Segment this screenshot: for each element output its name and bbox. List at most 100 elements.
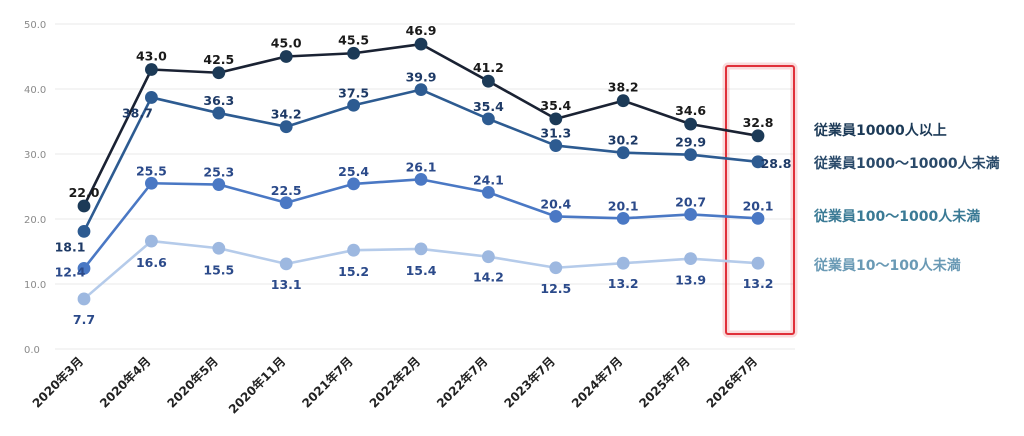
data-point: [751, 155, 765, 169]
highlight-box: [722, 62, 798, 338]
data-point: [616, 256, 630, 270]
data-point: [549, 261, 563, 275]
data-point: [684, 117, 697, 131]
x-tick-label: 2024年7月: [568, 354, 625, 411]
data-point: [751, 256, 765, 270]
x-tick-label: 2020年5月: [164, 354, 221, 411]
data-point: [751, 129, 765, 143]
legend-entry: 従業員10000人以上: [813, 122, 947, 139]
data-point: [77, 224, 91, 238]
data-label: 30.2: [608, 133, 639, 148]
data-label: 18.1: [55, 239, 86, 254]
data-point: [482, 185, 495, 199]
data-label: 20.4: [540, 196, 571, 211]
data-label: 39.9: [406, 70, 437, 85]
data-point: [347, 46, 360, 60]
y-tick-label: 50.0: [24, 20, 46, 31]
x-axis: 2020年3月 2020年4月 2020年5月 2020年11月 2021年7月 2022…: [29, 354, 760, 417]
data-label: 15.5: [203, 262, 234, 277]
data-label: 37.5: [338, 85, 369, 100]
data-point: [616, 146, 630, 160]
data-point: [684, 252, 697, 266]
data-point: [482, 250, 495, 264]
data-label: 20.7: [675, 194, 706, 209]
data-point: [279, 120, 293, 134]
data-point: [279, 50, 293, 63]
data-label: 24.1: [473, 172, 504, 187]
data-point: [549, 112, 563, 126]
data-label: 29.9: [675, 135, 706, 150]
data-point: [482, 112, 495, 126]
x-tick-label: 2023年7月: [501, 354, 558, 411]
data-label: 13.2: [743, 276, 774, 291]
legend-entry: 従業員1000〜10000人未満: [813, 155, 1000, 172]
series-group: [77, 37, 765, 306]
data-label: 31.3: [540, 126, 571, 141]
data-point: [212, 66, 226, 80]
data-label: 20.1: [608, 198, 639, 213]
data-label: 7.7: [73, 312, 95, 327]
data-label: 15.4: [406, 263, 437, 278]
x-tick-label: 2020年11月: [225, 354, 288, 417]
data-point: [212, 178, 226, 191]
data-label: 34.6: [675, 103, 706, 118]
data-label: 28.8: [761, 156, 792, 171]
data-label: 35.4: [473, 99, 504, 114]
data-point: [684, 208, 697, 221]
data-point: [347, 98, 360, 112]
data-point: [684, 148, 697, 162]
data-point: [414, 242, 428, 256]
data-point: [482, 74, 495, 88]
data-point: [414, 83, 428, 97]
legend-entry: 従業員10〜100人未満: [813, 257, 961, 274]
data-label: 45.5: [338, 32, 369, 47]
data-label: 26.1: [406, 159, 437, 174]
y-tick-label: 10.0: [24, 280, 46, 291]
data-label: 25.4: [338, 164, 369, 179]
data-label: 25.3: [203, 165, 234, 180]
data-point: [616, 211, 630, 225]
y-axis: 0.0 10.0 20.0 30.0 40.0 50.0: [24, 20, 46, 356]
data-label: 20.1: [743, 198, 774, 213]
data-point: [212, 241, 226, 255]
data-label: 34.2: [271, 107, 302, 122]
y-tick-label: 0.0: [24, 345, 40, 356]
x-tick-label: 2022年2月: [366, 354, 423, 411]
data-label: 45.0: [271, 36, 302, 51]
data-point: [145, 176, 158, 190]
data-label: 38.2: [608, 80, 639, 95]
y-tick-label: 30.0: [24, 150, 46, 161]
data-point: [145, 63, 158, 76]
data-label: 13.1: [271, 277, 302, 292]
data-label: 22.5: [271, 183, 302, 198]
data-label: 16.6: [136, 255, 167, 270]
data-label: 32.8: [743, 115, 774, 130]
data-label: 46.9: [406, 23, 437, 38]
data-point: [279, 196, 293, 210]
x-tick-label: 2022年7月: [433, 354, 490, 411]
data-label: 35.4: [540, 98, 571, 113]
x-tick-label: 2020年3月: [29, 354, 86, 411]
y-tick-label: 20.0: [24, 215, 46, 226]
data-point: [77, 199, 91, 213]
data-label: 38.7: [122, 105, 153, 120]
data-label: 13.9: [675, 273, 706, 288]
data-label: 22.0: [69, 185, 100, 200]
data-label: 25.5: [136, 163, 167, 178]
x-tick-label: 2025年7月: [636, 354, 693, 411]
data-point: [616, 94, 630, 108]
data-point: [347, 177, 360, 191]
data-point: [145, 91, 158, 104]
data-label: 12.5: [540, 281, 571, 296]
data-point: [549, 210, 563, 223]
highlight-rect: [725, 65, 795, 335]
legend: 従業員10000人以上従業員1000〜10000人未満従業員100〜1000人未…: [813, 122, 1000, 274]
data-label: 12.4: [55, 264, 86, 279]
data-point: [414, 37, 428, 51]
data-label: 43.0: [136, 49, 167, 64]
y-tick-label: 40.0: [24, 85, 46, 96]
data-label: 14.2: [473, 270, 504, 285]
data-labels: 22.0 43.0 42.5 45.0 45.5 46.9 41.2 35.4 38.2 34.6…: [55, 23, 792, 327]
data-label: 36.3: [203, 93, 234, 108]
